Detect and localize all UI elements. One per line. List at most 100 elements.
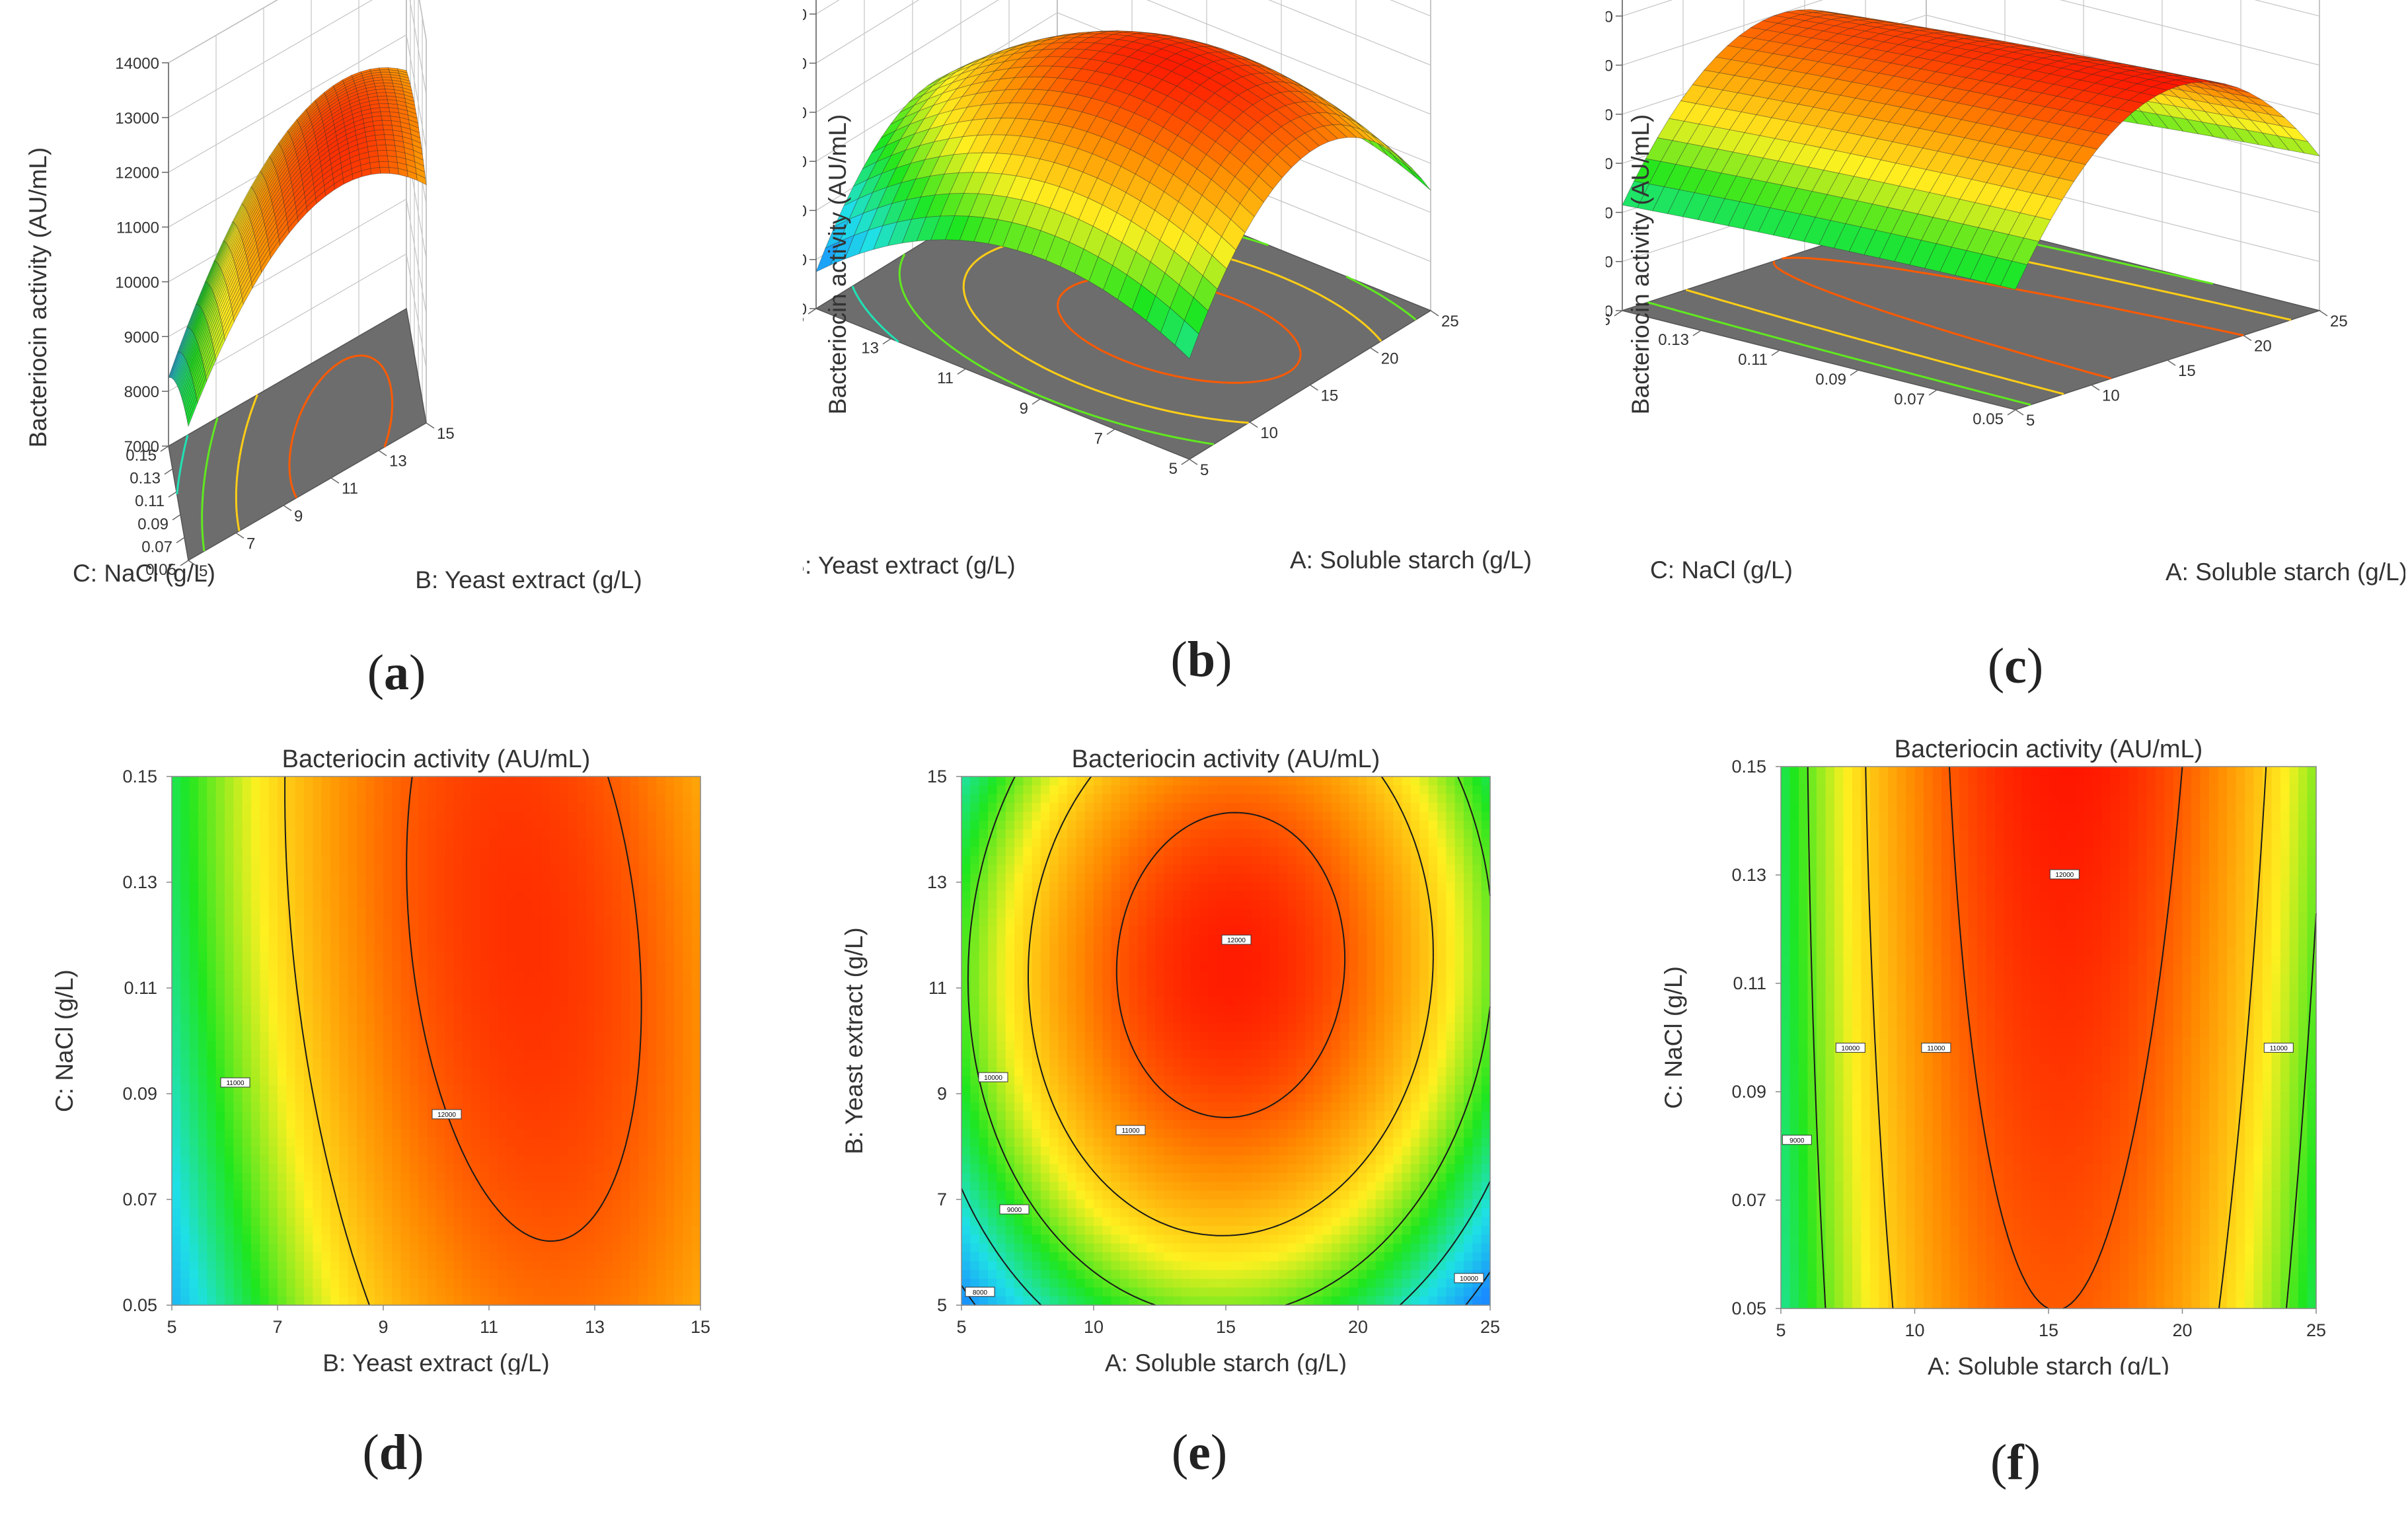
heat-cell: [480, 1041, 490, 1050]
right-tick-label: 10: [2102, 387, 2120, 405]
surface-cell: [1978, 206, 2006, 231]
heat-cell: [498, 1005, 508, 1015]
heat-cell: [215, 864, 225, 874]
surface-cell: [2006, 43, 2033, 48]
left-tick-label: 5: [1169, 460, 1178, 478]
heat-cell: [506, 785, 516, 795]
heat-cell: [321, 873, 331, 883]
heat-cell: [418, 935, 428, 944]
heat-cell: [436, 1041, 445, 1050]
heat-cell: [410, 1014, 419, 1024]
heat-cell: [418, 1014, 428, 1024]
heat-cell: [286, 829, 296, 839]
heat-cell: [357, 1164, 366, 1174]
heat-cell: [471, 1182, 481, 1192]
heat-cell: [515, 1014, 525, 1024]
heat-cell: [463, 1287, 472, 1297]
heat-cell: [365, 1217, 375, 1227]
heat-cell: [233, 1182, 243, 1192]
heat-cell: [348, 944, 357, 954]
surface-cell: [232, 203, 243, 223]
heat-cell: [198, 856, 207, 865]
heat-cell: [533, 1269, 543, 1279]
heat-cell: [365, 776, 375, 786]
surface-cell: [337, 138, 348, 149]
heat-cell: [215, 1279, 225, 1288]
heat-cell: [550, 1147, 560, 1156]
heat-cell: [286, 1182, 296, 1192]
heat-cell: [198, 979, 207, 989]
heat-cell: [498, 785, 508, 795]
heat-cell: [260, 979, 270, 989]
heat-cell: [445, 1058, 455, 1068]
heat-cell: [400, 1023, 410, 1033]
heat-cell: [198, 988, 207, 997]
heat-cell: [357, 944, 366, 954]
heat-cell: [321, 882, 331, 891]
heat-cell: [251, 1005, 260, 1015]
heat-cell: [533, 1173, 543, 1182]
heat-cell: [533, 926, 543, 936]
heat-cell: [330, 829, 340, 839]
heat-cell: [207, 1269, 217, 1279]
heat-cell: [383, 1102, 393, 1112]
heat-cell: [180, 1023, 190, 1033]
heat-cell: [463, 962, 472, 971]
heat-cell: [489, 1208, 498, 1218]
heat-cell: [427, 1226, 437, 1235]
heat-cell: [453, 1252, 463, 1262]
surface-cell: [383, 129, 394, 135]
heat-cell: [286, 1014, 296, 1024]
heat-cell: [506, 988, 516, 997]
heat-cell: [225, 785, 234, 795]
heat-cell: [383, 1199, 393, 1209]
heat-cell: [339, 988, 349, 997]
heat-cell: [392, 794, 402, 804]
z-axis-label: Bacteriocin activity (AU/mL): [24, 147, 52, 447]
heat-cell: [463, 1049, 472, 1059]
heat-cell: [233, 1120, 243, 1129]
heat-cell: [330, 962, 340, 971]
heat-cell: [233, 873, 243, 883]
heat-cell: [242, 838, 252, 848]
heat-cell: [330, 1049, 340, 1059]
heat-cell: [524, 909, 534, 918]
heat-cell: [357, 909, 366, 918]
right-tick-label: 5: [2026, 412, 2035, 430]
heatmap: [172, 776, 701, 1306]
heat-cell: [506, 935, 516, 944]
heat-cell: [374, 1041, 384, 1050]
heat-cell: [524, 1102, 534, 1112]
surface-cell: [401, 131, 412, 140]
heat-cell: [225, 1155, 234, 1165]
heat-cell: [524, 917, 534, 927]
heat-cell: [278, 1234, 287, 1244]
heat-cell: [180, 1129, 190, 1139]
heat-cell: [418, 1041, 428, 1050]
floor-plane: [168, 307, 427, 562]
surface-cell: [2100, 63, 2127, 68]
heat-cell: [568, 1129, 578, 1139]
heat-cell: [383, 926, 393, 936]
heat-cell: [436, 1226, 445, 1235]
heat-cell: [321, 1279, 331, 1288]
heat-cell: [260, 1023, 270, 1033]
heat-cell: [445, 944, 455, 954]
surface-cell: [407, 114, 418, 124]
surface-cell: [1160, 307, 1185, 346]
surface-cell: [380, 71, 391, 75]
heat-cell: [278, 988, 287, 997]
heat-cell: [463, 1005, 472, 1015]
heat-cell: [295, 812, 305, 821]
heat-cell: [383, 820, 393, 830]
heat-cell: [215, 794, 225, 804]
heat-cell: [524, 1005, 534, 1015]
heat-cell: [436, 909, 445, 918]
heat-cell: [189, 1129, 199, 1139]
heat-cell: [559, 917, 569, 927]
heat-cell: [550, 1041, 560, 1050]
surface-cell: [2249, 119, 2278, 137]
heat-cell: [268, 820, 278, 830]
surface-cell: [1174, 231, 1199, 264]
heat-cell: [480, 1058, 490, 1068]
